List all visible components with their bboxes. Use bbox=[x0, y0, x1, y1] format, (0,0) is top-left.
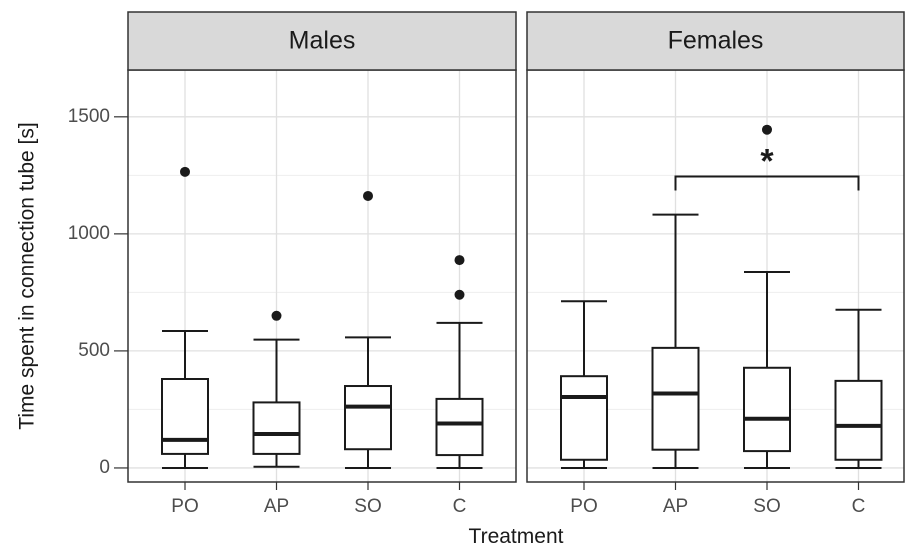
box-iqr bbox=[344, 385, 392, 451]
x-tick-label: AP bbox=[663, 496, 688, 517]
outlier-point bbox=[180, 166, 190, 177]
box-ap bbox=[252, 310, 301, 468]
box-iqr bbox=[252, 401, 301, 455]
facet-males: Males PO AP SO C bbox=[127, 11, 517, 517]
bracket-line bbox=[674, 175, 860, 191]
outlier-point bbox=[271, 310, 282, 321]
y-axis-title: Time spent in connection tube [s] bbox=[16, 122, 39, 429]
box-so bbox=[344, 190, 392, 469]
facet-strip bbox=[526, 11, 905, 71]
box-po bbox=[161, 166, 209, 469]
box-ap bbox=[651, 213, 700, 469]
box-po bbox=[560, 300, 608, 469]
outlier-point bbox=[454, 289, 465, 300]
box-c bbox=[435, 255, 484, 469]
x-tick-label: SO bbox=[753, 496, 780, 517]
outlier-point bbox=[762, 124, 772, 135]
box-iqr bbox=[651, 346, 700, 451]
y-tick-label: 1500 bbox=[68, 106, 110, 127]
box-iqr bbox=[560, 375, 608, 461]
facet-strip-label: Females bbox=[668, 27, 764, 55]
facet-strip bbox=[127, 11, 517, 71]
x-tick-label: SO bbox=[354, 496, 381, 517]
outlier-point bbox=[363, 190, 373, 201]
facet-strip-label: Males bbox=[289, 27, 356, 55]
x-tick-label: PO bbox=[171, 496, 198, 517]
x-axis-title: Treatment bbox=[469, 525, 564, 548]
box-iqr bbox=[743, 366, 791, 453]
y-tick-label: 1000 bbox=[68, 223, 110, 244]
x-tick-label: PO bbox=[570, 496, 597, 517]
box-c bbox=[834, 308, 883, 469]
significance-label: * bbox=[760, 143, 774, 181]
x-tick-label: C bbox=[453, 496, 467, 517]
box-iqr bbox=[834, 379, 883, 461]
box-iqr bbox=[435, 397, 484, 457]
box-so bbox=[743, 124, 791, 469]
x-tick-label: AP bbox=[264, 496, 289, 517]
facet-females: * Females PO AP SO C bbox=[526, 11, 905, 517]
significance-bracket: * bbox=[674, 143, 860, 191]
y-tick-label: 500 bbox=[78, 340, 110, 361]
y-tick-label: 0 bbox=[99, 457, 110, 478]
box-iqr bbox=[161, 378, 209, 455]
x-tick-label: C bbox=[852, 496, 866, 517]
outlier-point bbox=[454, 255, 465, 266]
